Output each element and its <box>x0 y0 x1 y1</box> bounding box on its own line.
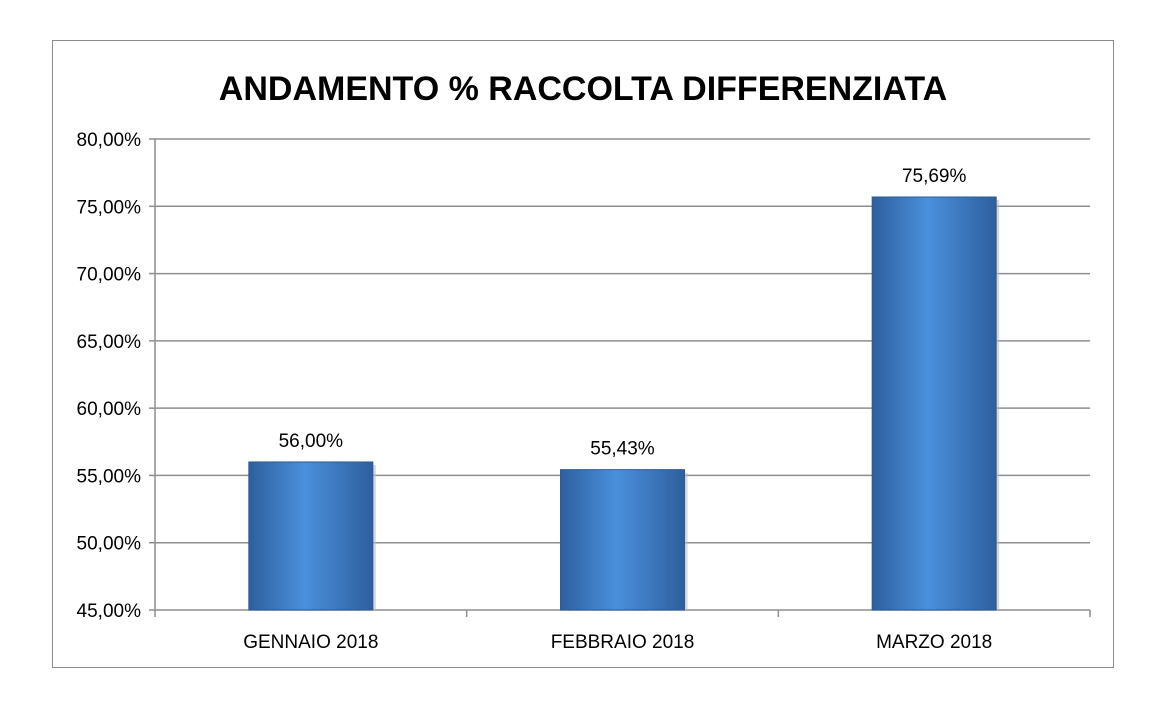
x-tick-label: GENNAIO 2018 <box>243 632 378 653</box>
bar <box>871 196 997 611</box>
bar <box>560 469 685 611</box>
labels: 45,00% 50,00% 55,00% 60,00% 65,00% 70,00% 75,0… <box>77 130 993 653</box>
y-tick-label: 75,00% <box>77 197 142 218</box>
chart-title: ANDAMENTO % RACCOLTA DIFFERENZIATA <box>219 70 947 108</box>
y-tick-label: 80,00% <box>77 130 142 151</box>
bar <box>248 461 374 611</box>
data-label: 56,00% <box>279 431 344 452</box>
x-tick-label: FEBBRAIO 2018 <box>551 632 695 653</box>
y-tick-label: 55,00% <box>77 466 142 487</box>
x-tick-label: MARZO 2018 <box>876 632 992 653</box>
y-tick-label: 50,00% <box>77 534 142 555</box>
y-tick-label: 65,00% <box>77 332 142 353</box>
data-label: 75,69% <box>902 166 967 187</box>
data-label: 55,43% <box>590 439 655 460</box>
y-tick-label: 45,00% <box>77 601 142 622</box>
y-tick-label: 60,00% <box>77 399 142 420</box>
bars <box>248 196 1000 611</box>
y-tick-label: 70,00% <box>77 265 142 286</box>
